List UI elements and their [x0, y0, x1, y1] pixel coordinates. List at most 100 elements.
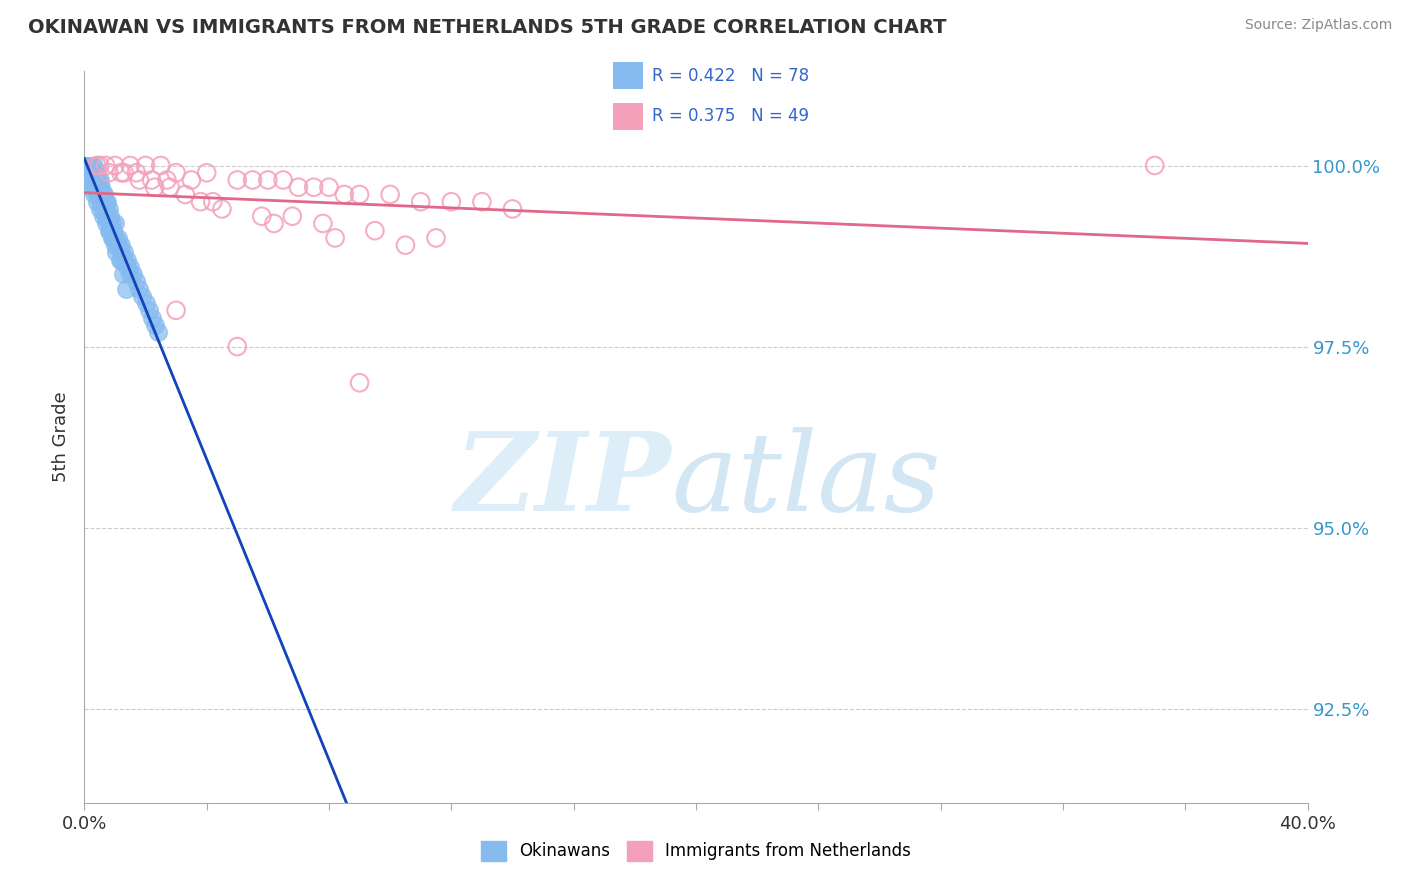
Point [87, 180, 110, 194]
Point [409, 194, 432, 209]
Point [91, 202, 114, 216]
Point [89, 173, 111, 187]
Point [141, 310, 163, 325]
Point [104, 231, 127, 245]
Point [89, 180, 111, 194]
Point [128, 173, 150, 187]
Point [101, 216, 124, 230]
Point [104, 231, 127, 245]
Point [108, 252, 131, 267]
Point [98, 209, 121, 223]
Point [79, 180, 101, 194]
Point [323, 231, 346, 245]
Point [333, 187, 356, 202]
Point [440, 194, 463, 209]
Point [110, 245, 132, 260]
Point [131, 289, 153, 303]
Point [101, 231, 124, 245]
Point [103, 231, 125, 245]
Point [281, 209, 304, 223]
Point [349, 376, 371, 390]
Point [111, 267, 134, 281]
Point [94, 194, 117, 209]
Point [195, 166, 218, 180]
FancyBboxPatch shape [613, 103, 643, 130]
Point [86, 159, 108, 173]
Point [83, 187, 105, 202]
Point [380, 187, 402, 202]
Point [98, 224, 121, 238]
Point [112, 252, 135, 267]
Point [110, 252, 132, 267]
Point [97, 216, 120, 230]
Text: atlas: atlas [672, 427, 941, 534]
Point [159, 180, 181, 194]
Point [83, 173, 105, 187]
Point [80, 159, 103, 173]
Point [125, 274, 148, 288]
Point [242, 173, 264, 187]
Text: R = 0.422   N = 78: R = 0.422 N = 78 [652, 67, 808, 85]
Point [120, 260, 142, 274]
Point [79, 159, 101, 173]
Point [120, 267, 142, 281]
Point [89, 187, 111, 202]
Point [257, 173, 280, 187]
Point [318, 180, 340, 194]
Point [96, 194, 118, 209]
Point [87, 173, 110, 187]
Y-axis label: 5th Grade: 5th Grade [52, 392, 70, 483]
Point [364, 224, 387, 238]
Point [76, 159, 98, 173]
Point [97, 224, 120, 238]
Point [79, 173, 101, 187]
Point [101, 224, 124, 238]
Point [138, 303, 160, 318]
Point [201, 194, 224, 209]
Point [394, 238, 416, 252]
Point [128, 282, 150, 296]
Point [271, 173, 294, 187]
Point [122, 267, 145, 281]
Point [226, 340, 249, 354]
Point [180, 173, 202, 187]
Point [80, 166, 103, 180]
Point [135, 159, 157, 173]
Point [94, 216, 117, 230]
Point [143, 180, 166, 194]
Point [263, 216, 285, 230]
Point [1143, 159, 1166, 173]
Point [89, 159, 111, 173]
Point [107, 238, 129, 252]
Point [83, 159, 105, 173]
Point [84, 166, 107, 180]
Point [250, 209, 273, 223]
Point [89, 194, 111, 209]
Point [97, 166, 120, 180]
Point [105, 245, 128, 260]
Point [96, 209, 118, 223]
Point [76, 159, 98, 173]
Point [302, 180, 325, 194]
Point [91, 187, 114, 202]
Point [502, 202, 524, 216]
Point [287, 180, 309, 194]
Point [107, 231, 129, 245]
Point [93, 202, 115, 216]
Point [115, 260, 138, 274]
Point [174, 187, 197, 202]
Point [141, 173, 163, 187]
Point [90, 180, 112, 194]
Point [86, 194, 108, 209]
Point [91, 209, 114, 223]
Point [104, 159, 127, 173]
Point [149, 159, 172, 173]
Point [93, 187, 115, 202]
Legend: Okinawans, Immigrants from Netherlands: Okinawans, Immigrants from Netherlands [474, 834, 918, 868]
Point [211, 202, 233, 216]
Point [156, 173, 179, 187]
FancyBboxPatch shape [613, 62, 643, 89]
Text: R = 0.375   N = 49: R = 0.375 N = 49 [652, 107, 808, 125]
Point [112, 245, 135, 260]
Point [104, 216, 127, 230]
